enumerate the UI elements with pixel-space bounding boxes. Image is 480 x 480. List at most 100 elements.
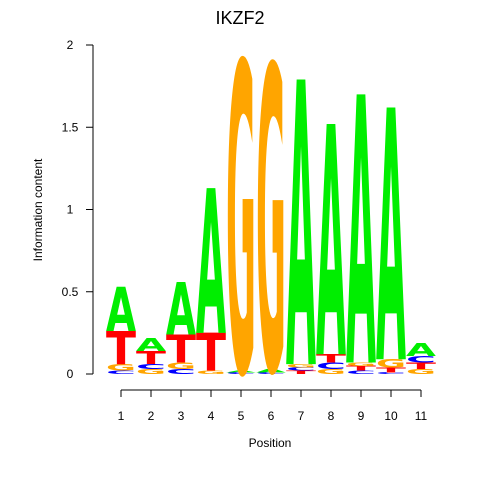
letter: T <box>376 366 406 374</box>
letter-group: T <box>136 347 166 368</box>
letter-group: C <box>226 372 256 375</box>
letter-group: G <box>196 370 226 375</box>
letter-group: A <box>316 63 346 430</box>
y-tick-label: 1 <box>67 203 74 217</box>
letter-group: G <box>166 361 196 372</box>
letter-group: A <box>106 275 136 346</box>
x-tick-label: 8 <box>328 409 335 423</box>
x-tick-label: 4 <box>208 409 215 423</box>
chart-title: IKZF2 <box>215 8 264 28</box>
letter-group: G <box>136 368 166 376</box>
letter-group: A <box>346 21 376 450</box>
letter-group: A <box>376 39 406 441</box>
letter: A <box>346 21 376 450</box>
letter: G <box>256 0 286 468</box>
letter: G <box>346 362 376 367</box>
letter: T <box>136 347 166 368</box>
letter: T <box>316 352 346 365</box>
letter: T <box>106 323 136 375</box>
letter: G <box>376 357 406 370</box>
letter-group: A <box>226 370 256 373</box>
letter: G <box>106 362 136 373</box>
letter: T <box>406 361 436 372</box>
letter-group: A <box>196 150 226 381</box>
letter: T <box>196 323 226 384</box>
letter: A <box>286 4 316 457</box>
x-axis-label: Position <box>249 436 292 450</box>
y-tick-label: 1.5 <box>62 120 79 134</box>
letter-group: G <box>106 362 136 373</box>
letter-group: C <box>166 368 196 376</box>
letter: T <box>346 364 376 372</box>
x-tick-label: 3 <box>178 409 185 423</box>
letter-group: C <box>286 367 316 372</box>
letter-group: A <box>406 339 436 360</box>
letter-group: T <box>346 364 376 372</box>
letter-group: G <box>376 357 406 370</box>
letter: A <box>106 275 136 346</box>
letter: C <box>406 354 436 365</box>
y-tick-label: 0.5 <box>62 285 79 299</box>
x-tick-label: 11 <box>415 409 428 423</box>
letter-group: G <box>226 0 256 471</box>
letter: C <box>316 361 346 372</box>
x-tick-label: 6 <box>268 409 275 423</box>
letter: T <box>166 327 196 372</box>
letter: G <box>406 368 436 376</box>
letter: C <box>106 370 136 375</box>
x-tick-label: 7 <box>298 409 305 423</box>
letter: A <box>136 334 166 355</box>
letter-group: A <box>136 334 166 355</box>
letter-group: G <box>316 368 346 376</box>
letter-group: G <box>406 368 436 376</box>
letter-group: C <box>316 361 346 372</box>
letter-group: C <box>376 372 406 375</box>
x-tick-label: 5 <box>238 409 245 423</box>
letter: A <box>316 63 346 430</box>
letter-group: T <box>196 323 226 384</box>
letter-group: G <box>346 362 376 367</box>
letter-group: T <box>316 352 346 365</box>
letter: C <box>166 368 196 376</box>
letter: A <box>376 39 406 441</box>
letter-group: T <box>376 366 406 374</box>
letter: G <box>136 368 166 376</box>
letter: G <box>196 370 226 375</box>
letter-group: C <box>136 363 166 371</box>
y-axis-label: Information content <box>31 158 45 261</box>
letter: G <box>286 363 316 368</box>
letter-group: T <box>106 323 136 375</box>
letter-group: T <box>286 370 316 375</box>
letter-group: A <box>286 4 316 457</box>
letter: A <box>406 339 436 360</box>
letter: A <box>196 150 226 381</box>
letter: C <box>226 372 256 375</box>
letter: C <box>346 370 376 375</box>
letter: A <box>166 267 196 351</box>
letter-group: C <box>256 372 286 375</box>
letter-group: G <box>256 0 286 468</box>
letter: A <box>256 368 286 373</box>
x-tick-label: 2 <box>148 409 155 423</box>
letter-group: T <box>166 327 196 372</box>
x-tick-label: 1 <box>118 409 125 423</box>
x-tick-label: 10 <box>384 409 398 423</box>
letter: G <box>316 368 346 376</box>
letter-group: G <box>286 363 316 368</box>
x-tick-label: 9 <box>358 409 365 423</box>
y-tick-label: 2 <box>67 38 74 52</box>
letter: C <box>376 372 406 375</box>
letter-group: A <box>256 368 286 373</box>
letter: C <box>256 372 286 375</box>
y-tick-label: 0 <box>67 367 74 381</box>
letter-group: C <box>406 354 436 365</box>
letter-group: T <box>406 361 436 372</box>
letter: G <box>166 361 196 372</box>
letter: C <box>136 363 166 371</box>
letter: A <box>226 370 256 373</box>
letter-group: C <box>346 370 376 375</box>
letter: G <box>226 0 256 471</box>
letter: C <box>286 367 316 372</box>
letter-group: A <box>166 267 196 351</box>
